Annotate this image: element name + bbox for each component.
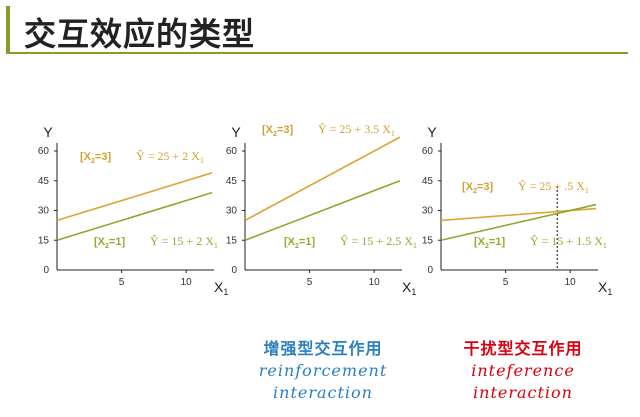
y-tick-label: 60 (422, 146, 434, 157)
y-tick-label: 15 (422, 235, 434, 246)
x-axis-label: X1 (214, 279, 228, 297)
series-equation: Ŷ = 25 + 2 X1 (136, 149, 204, 165)
series-line-x2-1 (440, 203, 597, 242)
caption-en-line2: interaction (473, 383, 573, 402)
y-tick-label: 45 (38, 176, 50, 187)
caption-en-line1: reinforcement (258, 361, 388, 380)
series-name: [X2=1] (94, 236, 125, 250)
chart-panel-3: 0 15 30 45 60 5 10 Y X1 [X2=3] Ŷ = 25 + .5 X1 [X2=1… (422, 124, 612, 297)
y-axis-label: Y (427, 124, 437, 140)
y-axis-label: Y (43, 124, 53, 140)
caption-cn: 增强型交互作用 (263, 339, 383, 358)
y-tick-label: 15 (38, 235, 50, 246)
y-tick-label: 60 (38, 146, 50, 157)
title-accent-bar (6, 6, 10, 52)
caption-interference: 干扰型交互作用 inteference interaction (448, 338, 598, 404)
series-name: [X2=3] (262, 124, 293, 138)
caption-en-line2: interaction (273, 383, 373, 402)
x-tick-label: 10 (369, 277, 381, 288)
caption-en-line1: inteference (471, 361, 575, 380)
chart-panel-2: 0 15 30 45 60 5 10 Y X1 [X2=3] Ŷ = 25 + 3.5 X1 [X2=… (226, 122, 417, 297)
x-axis-label: X1 (402, 279, 416, 297)
series-name: [X2=1] (284, 236, 315, 250)
caption-reinforcement: 增强型交互作用 reinforcement interaction (248, 338, 398, 404)
y-tick-label: 0 (231, 265, 237, 276)
series-equation: Ŷ = 15 + 2 X1 (150, 234, 218, 250)
series-name: [X2=1] (474, 236, 505, 250)
y-tick-label: 0 (427, 265, 433, 276)
x-axis-label: X1 (598, 279, 612, 297)
series-equation: Ŷ = 15 + 2.5 X1 (340, 234, 417, 250)
x-tick-label: 5 (307, 277, 313, 288)
y-tick-label: 30 (226, 206, 238, 217)
x-tick-label: 5 (119, 277, 125, 288)
series-line-x2-1 (244, 180, 401, 241)
chart-panel-1: 0 15 30 45 60 5 10 Y X1 [X2=3] Ŷ = 25 + 2 X1 [X2=1]… (38, 124, 228, 297)
series-equation: Ŷ = 15 + 1.5 X1 (530, 234, 607, 250)
x-tick-label: 10 (565, 277, 577, 288)
y-axis-label: Y (231, 124, 241, 140)
y-tick-label: 0 (43, 265, 49, 276)
series-name: [X2=3] (462, 181, 493, 195)
caption-cn: 干扰型交互作用 (463, 339, 583, 358)
series-equation: Ŷ = 25 + 3.5 X1 (318, 122, 395, 138)
y-tick-label: 15 (226, 235, 238, 246)
y-tick-label: 30 (422, 206, 434, 217)
y-tick-label: 45 (226, 176, 238, 187)
y-tick-label: 45 (422, 176, 434, 187)
series-equation: Ŷ = 25 + .5 X1 (518, 179, 589, 195)
series-name: [X2=3] (80, 151, 111, 165)
x-tick-label: 5 (503, 277, 509, 288)
x-tick-label: 10 (181, 277, 193, 288)
series-line-x2-1 (56, 191, 213, 242)
series-line-x2-3 (244, 136, 401, 222)
series-line-x2-3 (56, 172, 213, 222)
title-underline (6, 52, 628, 54)
y-tick-label: 30 (38, 206, 50, 217)
y-tick-label: 60 (226, 146, 238, 157)
slide-title: 交互效应的类型 (24, 15, 256, 53)
